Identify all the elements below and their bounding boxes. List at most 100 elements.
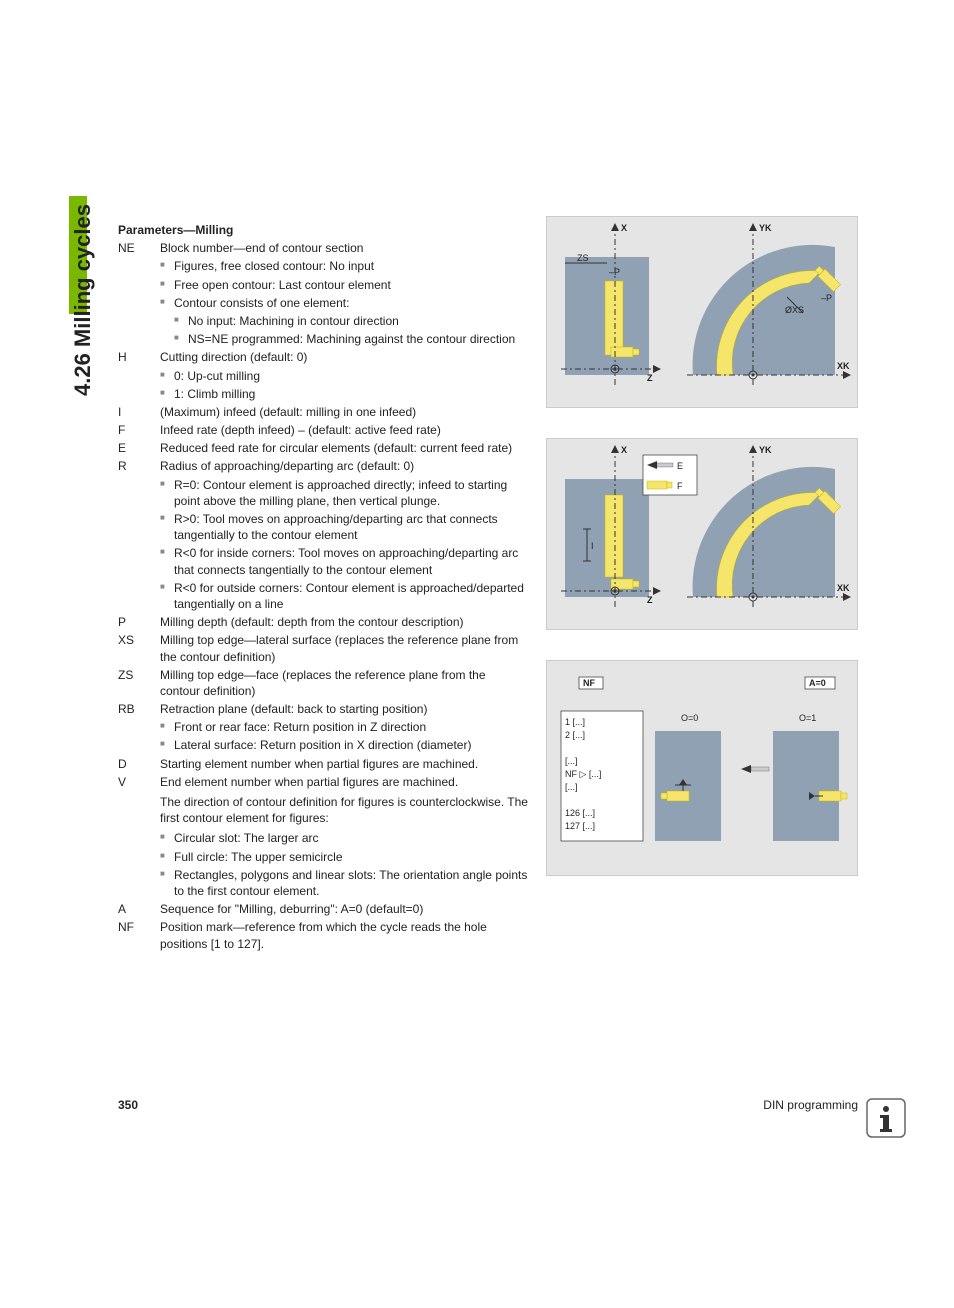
param-row: ZSMilling top edge—face (replaces the re…: [118, 667, 528, 699]
z-axis-label-2: Z: [647, 595, 653, 605]
yk-axis-label: YK: [759, 223, 772, 233]
param-key: I: [118, 404, 160, 420]
bullet-item: 1: Climb milling: [160, 386, 528, 402]
code-line: NF ▷ [...]: [565, 769, 601, 779]
x-axis-label-2: X: [621, 445, 627, 455]
param-key: F: [118, 422, 160, 438]
figure-nf-a: NF A=0 1 [...] 2 [...] [...] NF ▷ [...] [.…: [546, 660, 858, 876]
o1-label: O=1: [799, 713, 816, 723]
param-row: HCutting direction (default: 0): [118, 349, 528, 365]
param-bullets: R=0: Contour element is approached direc…: [118, 477, 528, 613]
param-row: PMilling depth (default: depth from the …: [118, 614, 528, 630]
param-key: NF: [118, 919, 160, 951]
param-row: I(Maximum) infeed (default: milling in o…: [118, 404, 528, 420]
nf-label: NF: [583, 678, 595, 688]
e-label: E: [677, 461, 683, 471]
param-desc: Infeed rate (depth infeed) – (default: a…: [160, 422, 528, 438]
x-axis-label: X: [621, 223, 627, 233]
param-desc: (Maximum) infeed (default: milling in on…: [160, 404, 528, 420]
bullet-item: Figures, free closed contour: No input: [160, 258, 528, 274]
param-row: RBRetraction plane (default: back to sta…: [118, 701, 528, 717]
z-axis-label: Z: [647, 373, 653, 383]
param-key: RB: [118, 701, 160, 717]
param-row: DStarting element number when partial fi…: [118, 756, 528, 772]
param-key: XS: [118, 632, 160, 664]
param-row: NEBlock number—end of contour section: [118, 240, 528, 256]
p-label-2: –P: [821, 293, 832, 303]
param-row: VEnd element number when partial figures…: [118, 774, 528, 790]
param-desc: Milling top edge—lateral surface (replac…: [160, 632, 528, 664]
param-desc: Cutting direction (default: 0): [160, 349, 528, 365]
param-desc: Sequence for "Milling, deburring": A=0 (…: [160, 901, 528, 917]
bullet-item: Rectangles, polygons and linear slots: T…: [160, 867, 528, 899]
parameters-title: Parameters—Milling: [118, 222, 528, 238]
xs-label: ØXS: [785, 305, 804, 315]
param-desc: Milling top edge—face (replaces the refe…: [160, 667, 528, 699]
param-desc: End element number when partial figures …: [160, 774, 528, 790]
param-key: D: [118, 756, 160, 772]
param-key: P: [118, 614, 160, 630]
param-key: R: [118, 458, 160, 474]
a0-label: A=0: [809, 678, 826, 688]
param-key: V: [118, 774, 160, 790]
bullet-item: R<0 for inside corners: Tool moves on ap…: [160, 545, 528, 577]
param-desc: Milling depth (default: depth from the c…: [160, 614, 528, 630]
param-desc: Starting element number when partial fig…: [160, 756, 528, 772]
param-bullets: 0: Up-cut milling 1: Climb milling: [118, 368, 528, 402]
bullet-item: Lateral surface: Return position in X di…: [160, 737, 528, 753]
param-row: FInfeed rate (depth infeed) – (default: …: [118, 422, 528, 438]
code-line: 127 [...]: [565, 821, 595, 831]
bullet-item: Full circle: The upper semicircle: [160, 849, 528, 865]
bullet-item: 0: Up-cut milling: [160, 368, 528, 384]
param-bullets: Figures, free closed contour: No input Fr…: [118, 258, 528, 311]
section-tab-label: 4.26 Milling cycles: [70, 204, 96, 396]
sub-bullet-item: No input: Machining in contour direction: [174, 313, 528, 329]
bullet-item: R<0 for outside corners: Contour element…: [160, 580, 528, 612]
param-desc: Radius of approaching/departing arc (def…: [160, 458, 528, 474]
param-key: A: [118, 901, 160, 917]
param-desc: Reduced feed rate for circular elements …: [160, 440, 528, 456]
bullet-item: Contour consists of one element:: [160, 295, 528, 311]
param-key: NE: [118, 240, 160, 256]
code-line: [...]: [565, 756, 578, 766]
xk-axis-label: XK: [837, 361, 850, 371]
i-label: I: [591, 541, 594, 551]
page-number: 350: [118, 1098, 138, 1112]
code-line: 126 [...]: [565, 808, 595, 818]
param-desc: Block number—end of contour section: [160, 240, 528, 256]
yk-axis-label-2: YK: [759, 445, 772, 455]
section-tab: 4.26 Milling cycles: [74, 196, 102, 396]
sub-bullet-item: NS=NE programmed: Machining against the …: [174, 331, 528, 347]
param-key: E: [118, 440, 160, 456]
param-note: The direction of contour definition for …: [118, 794, 528, 826]
param-key: H: [118, 349, 160, 365]
code-line: [...]: [565, 782, 578, 792]
param-bullets: Circular slot: The larger arc Full circle…: [118, 830, 528, 899]
param-row: NFPosition mark—reference from which the…: [118, 919, 528, 951]
bullet-item: R>0: Tool moves on approaching/departing…: [160, 511, 528, 543]
param-desc: Retraction plane (default: back to start…: [160, 701, 528, 717]
code-line: 1 [...]: [565, 717, 585, 727]
bullet-item: Free open contour: Last contour element: [160, 277, 528, 293]
param-desc: Position mark—reference from which the c…: [160, 919, 528, 951]
bullet-item: R=0: Contour element is approached direc…: [160, 477, 528, 509]
figure-zs-xs: ZS –P X Z ØXS –P YK XK: [546, 216, 858, 408]
parameters-section: Parameters—Milling NEBlock number—end of…: [118, 222, 528, 954]
chapter-name: DIN programming: [763, 1098, 858, 1112]
code-line: 2 [...]: [565, 730, 585, 740]
param-row: ASequence for "Milling, deburring": A=0 …: [118, 901, 528, 917]
page-footer: 350 DIN programming: [118, 1098, 858, 1112]
param-row: XSMilling top edge—lateral surface (repl…: [118, 632, 528, 664]
figure-i-f-e: I X Z E F YK XK: [546, 438, 858, 630]
f-label: F: [677, 481, 683, 491]
zs-label: ZS: [577, 253, 589, 263]
param-key: ZS: [118, 667, 160, 699]
param-row: EReduced feed rate for circular elements…: [118, 440, 528, 456]
o0-label: O=0: [681, 713, 698, 723]
param-bullets: Front or rear face: Return position in Z…: [118, 719, 528, 753]
bullet-item: Front or rear face: Return position in Z…: [160, 719, 528, 735]
info-icon: [866, 1098, 906, 1138]
param-row: RRadius of approaching/departing arc (de…: [118, 458, 528, 474]
bullet-item: Circular slot: The larger arc: [160, 830, 528, 846]
xk-axis-label-2: XK: [837, 583, 850, 593]
